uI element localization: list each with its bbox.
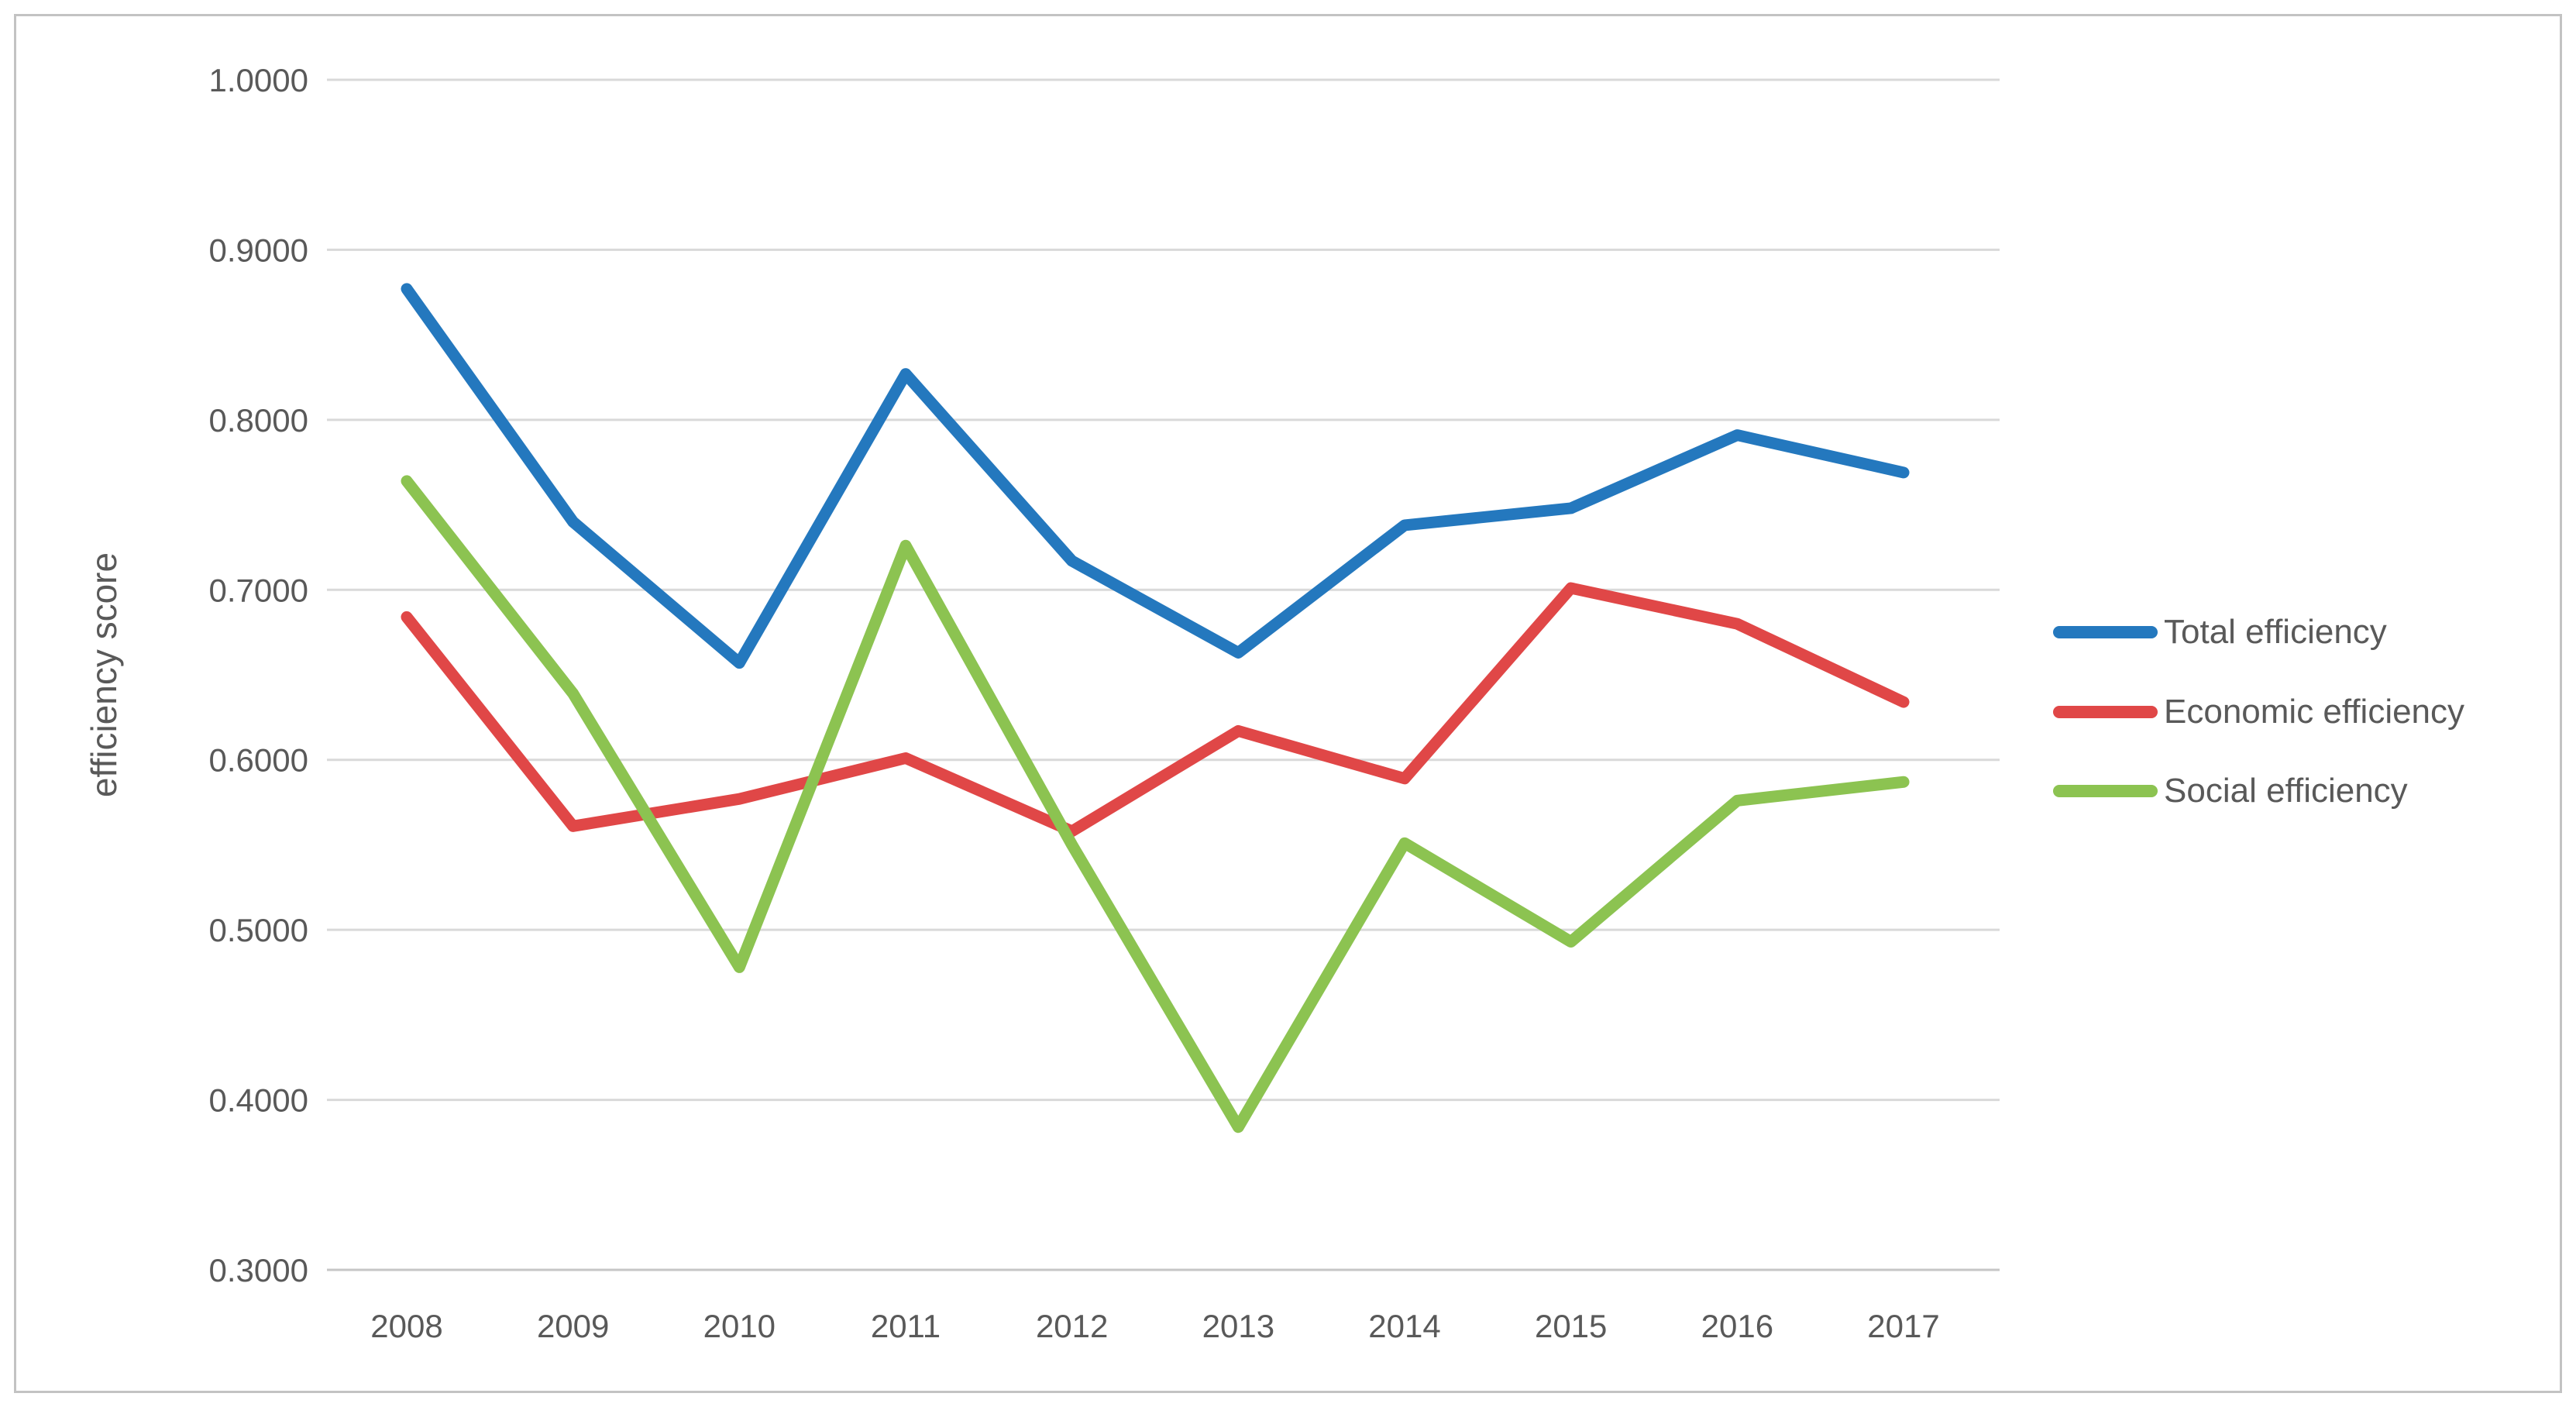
y-tick-label: 0.6000 bbox=[209, 742, 308, 779]
y-tick-label: 0.5000 bbox=[209, 912, 308, 948]
x-tick-label: 2014 bbox=[1368, 1308, 1440, 1344]
x-tick-label: 2016 bbox=[1701, 1308, 1773, 1344]
x-tick-label: 2011 bbox=[871, 1308, 941, 1344]
x-tick-label: 2009 bbox=[537, 1308, 609, 1344]
legend-item: Social efficiency bbox=[2053, 768, 2408, 814]
chart-border bbox=[14, 14, 2562, 1393]
x-axis-year-labels: 2008 2009 2010 2011 2012 2013 2014 2015 2016 2017 bbox=[370, 1308, 1939, 1344]
x-tick-label: 2012 bbox=[1036, 1308, 1108, 1344]
x-tick-label: 2010 bbox=[703, 1308, 776, 1344]
y-tick-label: 0.9000 bbox=[209, 232, 308, 268]
data-series bbox=[401, 283, 1910, 1134]
y-tick-label: 0.8000 bbox=[209, 402, 308, 439]
legend-item: Economic efficiency bbox=[2053, 689, 2464, 735]
y-axis-tick-labels: 0.3000 0.4000 0.5000 0.6000 0.7000 0.8000 0.90… bbox=[209, 62, 308, 1288]
y-tick-label: 0.4000 bbox=[209, 1082, 308, 1119]
gridlines bbox=[327, 78, 2000, 1271]
series-line-social-efficiency bbox=[401, 475, 1910, 1134]
y-tick-label: 0.7000 bbox=[209, 572, 308, 608]
x-tick-label: 2008 bbox=[370, 1308, 442, 1344]
x-tick-label: 2013 bbox=[1202, 1308, 1274, 1344]
y-tick-label: 0.3000 bbox=[209, 1252, 308, 1288]
x-tick-label: 2017 bbox=[1867, 1308, 1939, 1344]
legend-label: Economic efficiency bbox=[2164, 693, 2465, 731]
legend-label: Total efficiency bbox=[2164, 613, 2387, 651]
legend-item: Total efficiency bbox=[2053, 609, 2387, 655]
x-tick-label: 2015 bbox=[1535, 1308, 1607, 1344]
legend-line-swatch bbox=[2053, 626, 2158, 638]
y-tick-label: 1.0000 bbox=[209, 62, 308, 98]
series-line-economic-efficiency bbox=[401, 582, 1910, 838]
series-line-total-efficiency bbox=[401, 283, 1910, 669]
legend-label: Social efficiency bbox=[2164, 772, 2408, 810]
legend-line-swatch bbox=[2053, 785, 2158, 797]
legend-line-swatch bbox=[2053, 706, 2158, 718]
y-axis-title: efficiency score bbox=[84, 552, 124, 797]
